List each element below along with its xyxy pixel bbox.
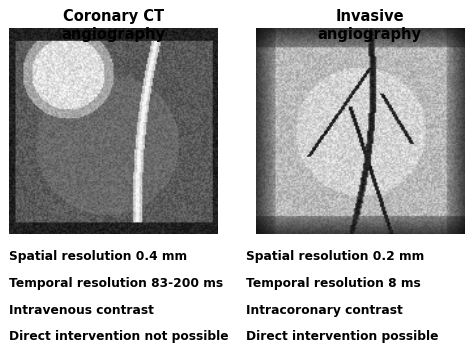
Text: Intravenous contrast: Intravenous contrast [9,304,155,317]
Text: Coronary CT
angiography: Coronary CT angiography [62,9,165,43]
Text: Spatial resolution 0.4 mm: Spatial resolution 0.4 mm [9,250,188,263]
Text: Intracoronary contrast: Intracoronary contrast [246,304,403,317]
Text: Direct intervention not possible: Direct intervention not possible [9,330,229,343]
Text: Invasive
angiography: Invasive angiography [318,9,421,43]
Text: Temporal resolution 83-200 ms: Temporal resolution 83-200 ms [9,277,224,290]
Text: Direct intervention possible: Direct intervention possible [246,330,439,343]
Text: Spatial resolution 0.2 mm: Spatial resolution 0.2 mm [246,250,425,263]
Text: Temporal resolution 8 ms: Temporal resolution 8 ms [246,277,421,290]
